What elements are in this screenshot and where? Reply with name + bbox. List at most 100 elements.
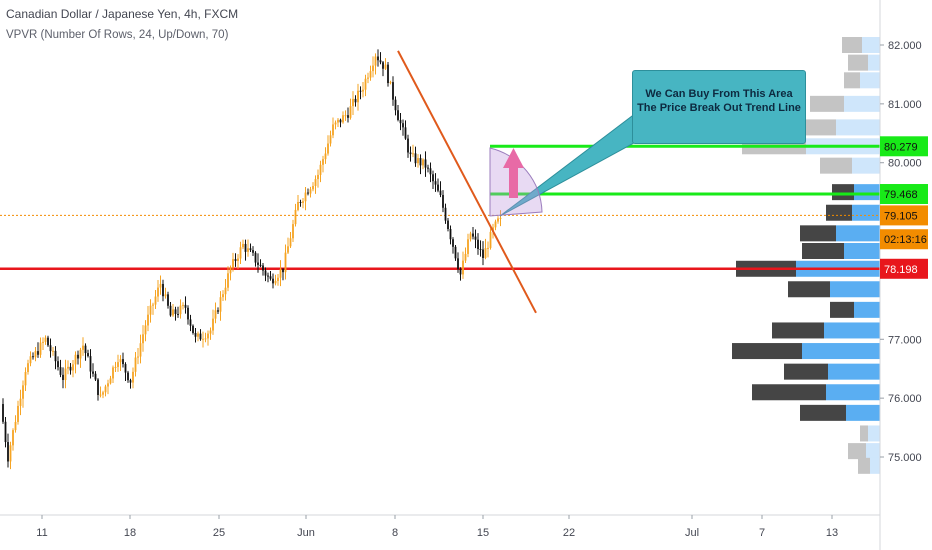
candle-body [237,258,239,261]
volume-bar-up [868,54,880,71]
candle-body [54,350,57,362]
candle-body [309,189,312,194]
candle-body [444,207,447,221]
y-tick-label: 75.000 [888,452,922,464]
y-tick-label: 82.000 [888,40,922,52]
candle-body [167,294,169,306]
candle-body [84,345,87,354]
y-tick-label: 81.000 [888,99,922,111]
candle-body [384,64,387,69]
symbol-title[interactable]: Canadian Dollar / Japanese Yen, 4h, FXCM [6,7,239,21]
candle-body [424,159,427,168]
candle-body [72,364,74,371]
candle-body [302,201,304,203]
arrow-up-shaft [509,164,518,198]
volume-bar-down [732,343,802,360]
volume-bar-down [810,95,844,112]
time-axis: 11 18 25 Jun 8 15 22 Jul 7 13 [0,514,880,539]
volume-bar-down [826,204,852,221]
callout-annotation[interactable]: We Can Buy From This Area The Price Brea… [632,70,806,144]
candle-body [59,367,62,375]
candle-body [137,356,139,358]
candle-body [217,310,219,312]
downtrend-line [397,50,537,314]
volume-bar-up [862,37,880,53]
volume-bar-up [802,343,880,360]
candle-body [124,364,127,373]
x-tick-label: Jun [297,527,315,539]
candle-body [344,115,347,117]
volume-bar-down [830,301,854,318]
candle-body [37,351,39,355]
price-label-resistance-80: 80.279 [884,141,918,153]
volume-bar-down [848,443,866,460]
candle-body [92,371,94,374]
candle-body [417,158,419,164]
candle-body [392,82,394,100]
candle-body [232,259,234,268]
candle-body [17,405,19,422]
candle-body [159,283,162,288]
candle-body [29,356,32,364]
candle-body [499,217,502,219]
volume-bar-up [860,72,880,89]
candle-body [349,106,352,118]
indicator-legend[interactable]: VPVR (Number Of Rows, 24, Up/Down, 70) [6,29,229,41]
candle-body [7,442,9,462]
candle-body [319,164,322,175]
candle-body [204,338,207,340]
candle-body [289,238,292,247]
candle-body [107,383,109,387]
candle-body [77,354,79,359]
candle-body [332,124,334,136]
candle-body [169,305,172,316]
candle-body [12,430,14,446]
price-label-bg-support [880,258,928,279]
candle-body [402,123,404,128]
volume-bar-up [854,301,880,318]
horizontal-lines [0,144,880,271]
candle-body [144,325,147,335]
candle-body [297,201,299,210]
candle-body [429,168,432,175]
candle-body [174,309,177,314]
y-tick-label: 77.000 [888,334,922,346]
candle-body [334,122,337,125]
candle-body [119,359,122,363]
candle-body [94,373,97,380]
x-tick-label: 13 [826,527,838,539]
volume-bar-down [820,157,852,174]
candle-body [157,287,159,297]
candle-body [57,361,59,368]
candle-body [219,297,222,312]
price-label-bg-countdown [880,229,928,250]
candle-body [187,307,189,320]
candle-body [304,192,307,202]
candle-body [74,354,77,365]
candle-body [342,115,344,123]
candle-body [224,287,227,295]
candle-body [324,153,327,160]
volume-bar-down [772,322,824,339]
volume-bar-up [844,243,880,259]
candle-body [437,184,439,191]
candle-body [249,248,252,251]
x-tick-label: 18 [124,527,136,539]
candle-body [264,270,267,276]
volume-profile [732,37,880,474]
candle-body [299,201,302,203]
candle-body [67,366,69,369]
volume-bar-up [870,457,880,474]
candle-body [149,305,152,315]
candle-body [109,378,112,384]
candle-body [47,337,49,346]
candle-body [439,190,442,195]
volume-bar-up [830,281,880,298]
volume-bar-down [800,225,836,242]
x-tick-label: 7 [759,527,765,539]
volume-bar-down [844,72,860,89]
candle-body [434,181,437,185]
candle-body [322,159,324,165]
